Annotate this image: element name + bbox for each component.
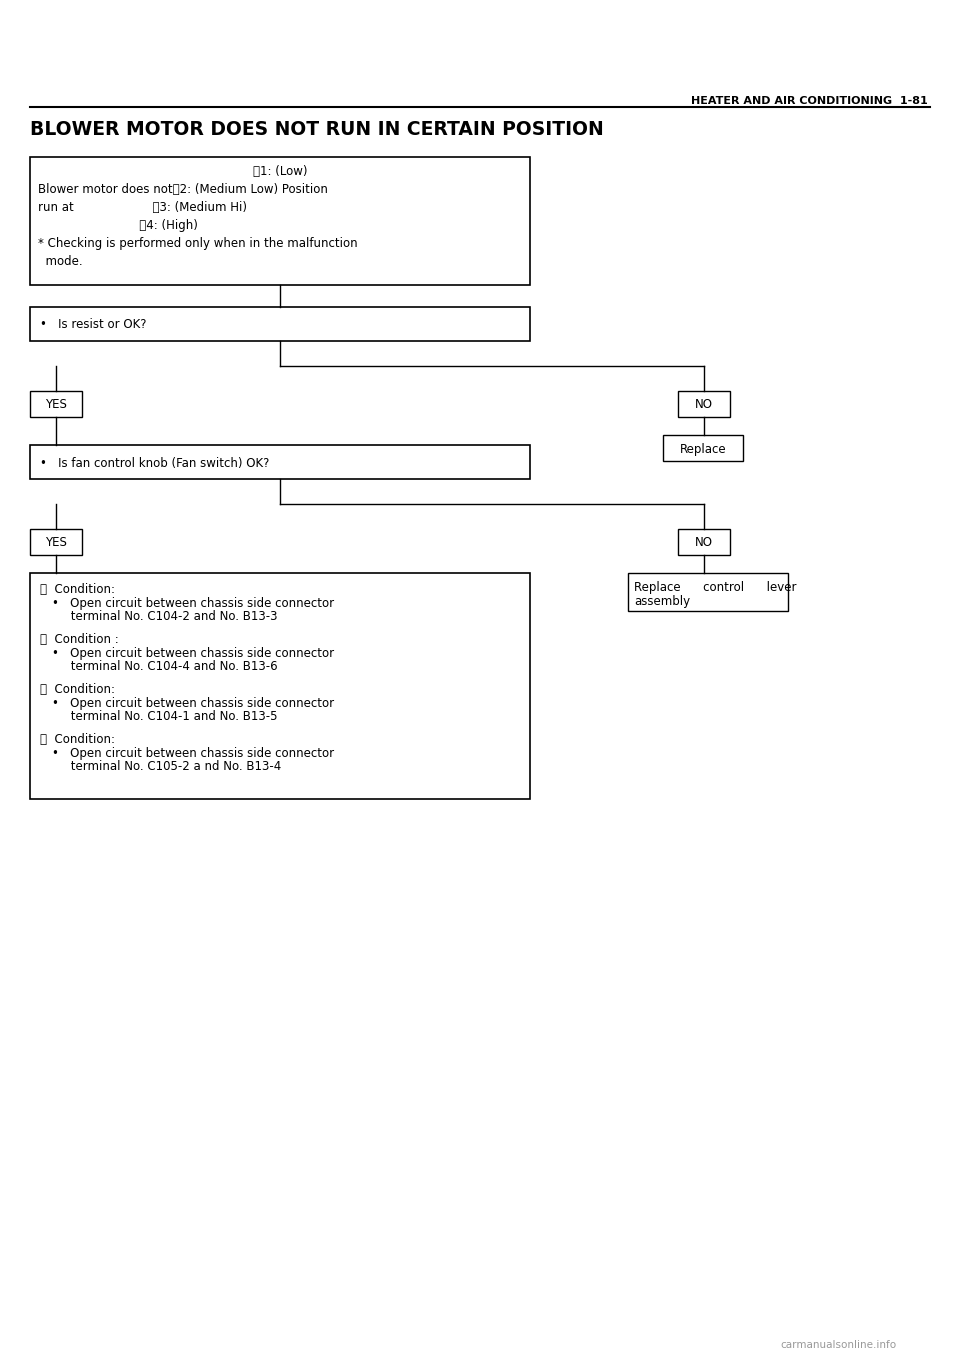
Text: •   Is fan control knob (Fan switch) OK?: • Is fan control knob (Fan switch) OK?: [40, 456, 270, 470]
Text: Blower motor does notⒷ2: (Medium Low) Position: Blower motor does notⒷ2: (Medium Low) Po…: [38, 183, 328, 196]
Text: •   Open circuit between chassis side connector: • Open circuit between chassis side conn…: [52, 747, 334, 760]
Text: Replace: Replace: [680, 443, 727, 455]
Bar: [628, 573, 788, 611]
Bar: [678, 530, 730, 555]
Bar: [663, 435, 743, 460]
Text: HEATER AND AIR CONDITIONING  1-81: HEATER AND AIR CONDITIONING 1-81: [691, 96, 928, 106]
Bar: [678, 391, 730, 417]
Bar: [30, 158, 530, 285]
Bar: [30, 573, 530, 799]
Text: Ⓐ1: (Low): Ⓐ1: (Low): [252, 166, 307, 178]
Text: •   Open circuit between chassis side connector: • Open circuit between chassis side conn…: [52, 697, 334, 710]
Text: YES: YES: [45, 398, 67, 411]
Bar: [30, 445, 530, 479]
Text: YES: YES: [45, 536, 67, 550]
Text: BLOWER MOTOR DOES NOT RUN IN CERTAIN POSITION: BLOWER MOTOR DOES NOT RUN IN CERTAIN POS…: [30, 120, 604, 139]
Text: assembly: assembly: [634, 595, 690, 608]
Text: Replace      control      lever: Replace control lever: [634, 581, 797, 593]
Text: Ⓐ  Condition:: Ⓐ Condition:: [40, 583, 115, 596]
Bar: [30, 391, 82, 417]
Bar: [30, 307, 530, 341]
Text: •   Is resist or OK?: • Is resist or OK?: [40, 319, 147, 331]
Text: NO: NO: [695, 536, 713, 550]
Text: terminal No. C104-1 and No. B13-5: terminal No. C104-1 and No. B13-5: [52, 710, 277, 722]
Text: * Checking is performed only when in the malfunction: * Checking is performed only when in the…: [38, 238, 358, 250]
Text: terminal No. C104-2 and No. B13-3: terminal No. C104-2 and No. B13-3: [52, 610, 277, 623]
Text: NO: NO: [695, 398, 713, 411]
Text: terminal No. C104-4 and No. B13-6: terminal No. C104-4 and No. B13-6: [52, 660, 277, 674]
Text: •   Open circuit between chassis side connector: • Open circuit between chassis side conn…: [52, 646, 334, 660]
Text: Ⓓ  Condition:: Ⓓ Condition:: [40, 733, 115, 746]
Text: •   Open circuit between chassis side connector: • Open circuit between chassis side conn…: [52, 598, 334, 610]
Text: Ⓑ  Condition :: Ⓑ Condition :: [40, 633, 119, 646]
Text: Ⓒ  Condition:: Ⓒ Condition:: [40, 683, 115, 697]
Text: mode.: mode.: [38, 255, 83, 268]
Bar: [30, 530, 82, 555]
Text: carmanualsonline.info: carmanualsonline.info: [780, 1340, 896, 1350]
Text: terminal No. C105-2 a nd No. B13-4: terminal No. C105-2 a nd No. B13-4: [52, 760, 281, 773]
Text: Ⓓ4: (High): Ⓓ4: (High): [38, 219, 198, 232]
Text: run at                     Ⓒ3: (Medium Hi): run at Ⓒ3: (Medium Hi): [38, 201, 247, 215]
